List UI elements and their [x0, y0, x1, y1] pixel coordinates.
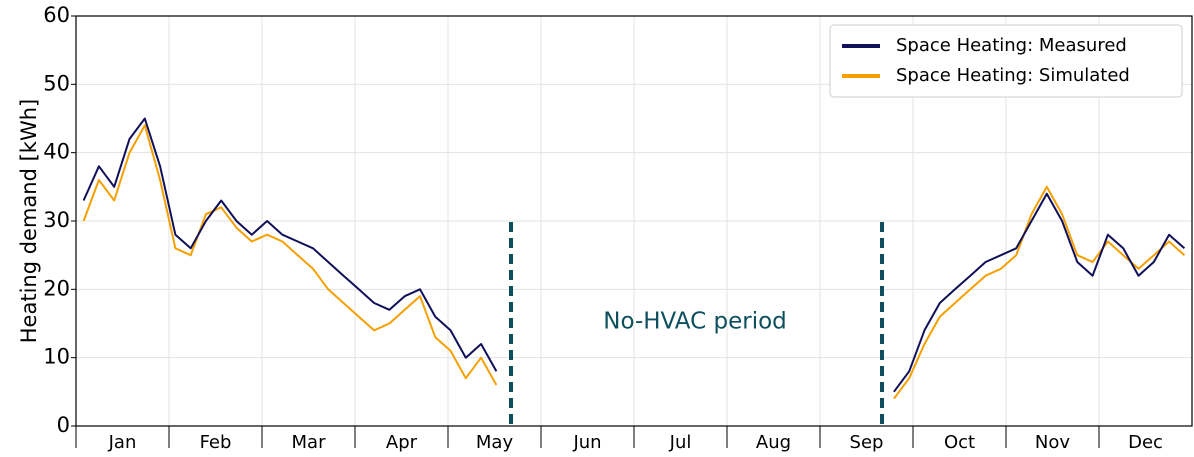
x-tick-label: Feb — [200, 432, 232, 453]
x-tick-label: Mar — [292, 432, 327, 453]
y-tick-label: 40 — [43, 140, 70, 164]
plot-frame — [75, 15, 1193, 427]
x-tick-label: Nov — [1035, 432, 1070, 453]
y-tick-label: 30 — [43, 208, 70, 232]
legend: Space Heating: Measured Space Heating: Si… — [829, 24, 1183, 98]
x-tick-label: Jun — [572, 432, 601, 453]
series-line — [82, 124, 1186, 400]
y-tick-label: 20 — [43, 276, 70, 300]
y-axis-label: Heating demand [kWh] — [17, 99, 41, 343]
y-tick-label: 0 — [57, 413, 70, 437]
y-tick-label: 50 — [43, 71, 70, 95]
legend-label: Space Heating: Simulated — [896, 65, 1130, 86]
lines — [82, 117, 1186, 400]
x-tick-label: Sep — [850, 432, 884, 453]
x-tick-label: Jan — [108, 432, 137, 453]
x-tick-label: Oct — [944, 432, 975, 453]
x-tick-label: Jul — [669, 432, 692, 453]
y-tick-label: 10 — [43, 345, 70, 369]
legend-box — [829, 24, 1183, 98]
annotation: No-HVAC period — [603, 309, 787, 335]
x-tick-label: Dec — [1128, 432, 1163, 453]
x-tick-label: May — [476, 432, 514, 453]
x-tick-label: Aug — [756, 432, 791, 453]
legend-label: Space Heating: Measured — [896, 35, 1127, 56]
y-tick-label: 60 — [43, 3, 70, 27]
series-line — [82, 117, 1186, 393]
x-tick-label: Apr — [386, 432, 418, 453]
